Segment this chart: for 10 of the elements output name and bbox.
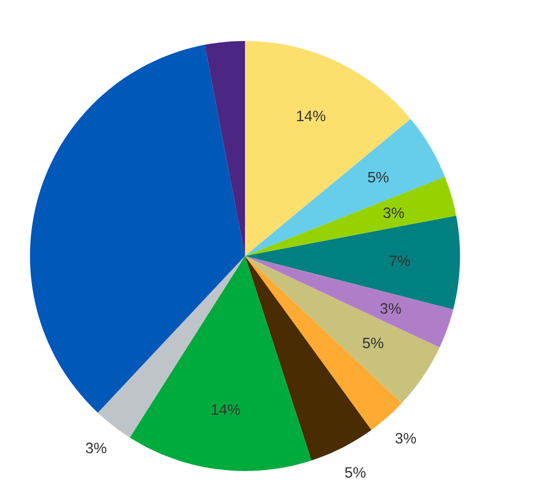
data-label: 3% <box>395 432 416 444</box>
data-label: 14% <box>297 110 326 122</box>
data-label: 3% <box>383 208 404 218</box>
data-label: 5% <box>362 338 384 348</box>
data-label: 3% <box>380 303 401 314</box>
data-label: 5% <box>368 172 389 182</box>
data-label: 7% <box>390 256 410 266</box>
data-label: 3% <box>86 442 106 454</box>
data-label: 14% <box>212 404 240 415</box>
data-label: 5% <box>345 467 366 478</box>
